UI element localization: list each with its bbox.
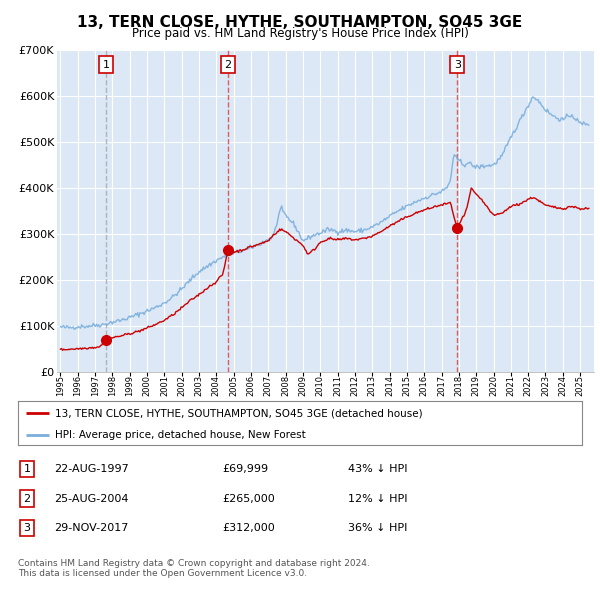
Text: 13, TERN CLOSE, HYTHE, SOUTHAMPTON, SO45 3GE: 13, TERN CLOSE, HYTHE, SOUTHAMPTON, SO45… xyxy=(77,15,523,30)
Text: 1996: 1996 xyxy=(73,375,82,396)
Text: 13, TERN CLOSE, HYTHE, SOUTHAMPTON, SO45 3GE (detached house): 13, TERN CLOSE, HYTHE, SOUTHAMPTON, SO45… xyxy=(55,408,422,418)
Text: 29-NOV-2017: 29-NOV-2017 xyxy=(54,523,128,533)
Text: 2011: 2011 xyxy=(333,375,342,396)
Text: Contains HM Land Registry data © Crown copyright and database right 2024.: Contains HM Land Registry data © Crown c… xyxy=(18,559,370,568)
Text: 43% ↓ HPI: 43% ↓ HPI xyxy=(348,464,407,474)
Text: 12% ↓ HPI: 12% ↓ HPI xyxy=(348,494,407,503)
Text: 2005: 2005 xyxy=(229,375,238,396)
Text: 2006: 2006 xyxy=(247,375,256,396)
Text: 2017: 2017 xyxy=(437,375,446,396)
Text: 2009: 2009 xyxy=(298,375,307,396)
Text: 3: 3 xyxy=(454,60,461,70)
Text: 2008: 2008 xyxy=(281,375,290,396)
Text: 2010: 2010 xyxy=(316,375,325,396)
Text: £69,999: £69,999 xyxy=(222,464,268,474)
Text: 2023: 2023 xyxy=(541,375,550,396)
Text: 2025: 2025 xyxy=(575,375,584,396)
Text: 2013: 2013 xyxy=(368,375,377,396)
Text: HPI: Average price, detached house, New Forest: HPI: Average price, detached house, New … xyxy=(55,430,305,440)
Text: 2: 2 xyxy=(23,494,31,503)
Text: 2020: 2020 xyxy=(489,375,498,396)
Text: 3: 3 xyxy=(23,523,31,533)
Text: 25-AUG-2004: 25-AUG-2004 xyxy=(54,494,128,503)
Text: Price paid vs. HM Land Registry's House Price Index (HPI): Price paid vs. HM Land Registry's House … xyxy=(131,27,469,40)
Text: 2016: 2016 xyxy=(420,375,429,396)
Text: £265,000: £265,000 xyxy=(222,494,275,503)
Text: 1: 1 xyxy=(103,60,110,70)
Text: 1997: 1997 xyxy=(91,375,100,396)
Text: 36% ↓ HPI: 36% ↓ HPI xyxy=(348,523,407,533)
Text: 2003: 2003 xyxy=(194,375,203,396)
Text: 1999: 1999 xyxy=(125,375,134,396)
Text: 2000: 2000 xyxy=(143,375,152,396)
Text: 1998: 1998 xyxy=(108,375,117,396)
Text: This data is licensed under the Open Government Licence v3.0.: This data is licensed under the Open Gov… xyxy=(18,569,307,578)
Text: 2024: 2024 xyxy=(559,375,568,396)
Text: 2004: 2004 xyxy=(212,375,221,396)
Text: 2022: 2022 xyxy=(524,375,533,396)
Text: 2: 2 xyxy=(224,60,231,70)
Text: 2014: 2014 xyxy=(385,375,394,396)
Text: 2012: 2012 xyxy=(350,375,359,396)
Text: 2021: 2021 xyxy=(506,375,515,396)
Text: £312,000: £312,000 xyxy=(222,523,275,533)
Text: 2019: 2019 xyxy=(472,375,481,396)
Text: 2001: 2001 xyxy=(160,375,169,396)
Text: 2002: 2002 xyxy=(177,375,186,396)
Text: 2007: 2007 xyxy=(264,375,273,396)
Text: 2018: 2018 xyxy=(454,375,463,396)
Text: 1995: 1995 xyxy=(56,375,65,396)
Text: 22-AUG-1997: 22-AUG-1997 xyxy=(54,464,129,474)
Text: 2015: 2015 xyxy=(403,375,412,396)
Text: 1: 1 xyxy=(23,464,31,474)
